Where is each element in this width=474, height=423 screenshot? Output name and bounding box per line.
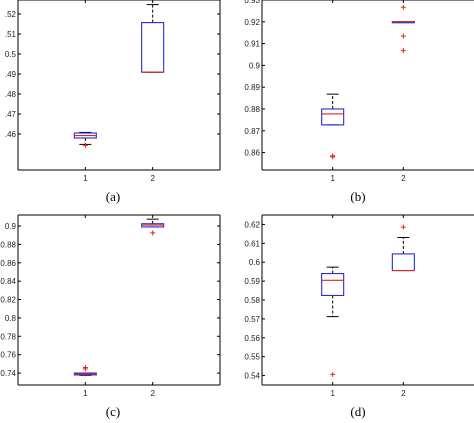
panel-a-ytick-label: .48 <box>5 90 17 99</box>
panel-a-xtick-label: 2 <box>150 174 155 183</box>
panel-c-ytick-label: 0.9 <box>5 222 17 231</box>
panel-a-box <box>141 22 165 73</box>
panel-b-ytick-label: 0.87 <box>244 127 260 136</box>
panel-d-ytick-label: 0.59 <box>244 277 260 286</box>
panel-a-axes: .46 .47 .48 .49 0.5 .51 .52 1 2 <box>5 0 221 183</box>
panel-d-box-group-2 <box>391 224 415 272</box>
panel-a-outlier-marker <box>82 142 88 148</box>
panel-d-outlier-marker <box>330 371 336 377</box>
panel-d-ytick-label: 0.58 <box>244 296 260 305</box>
panel-b-outlier-marker <box>330 153 336 159</box>
panel-b-ytick-label: 0.86 <box>244 149 260 158</box>
panel-c-box-group-2 <box>141 218 165 236</box>
panel-a-ytick-label: 0.5 <box>5 50 17 59</box>
panel-d: (d) 0.54 0.55 0.56 0.57 0.58 0.59 0.6 0.61 0.62 1… <box>244 214 474 419</box>
panel-a-box-group-2 <box>141 4 165 73</box>
panel-c-outlier-marker <box>150 230 156 236</box>
panel-c-xtick-label: 2 <box>150 389 155 398</box>
panel-c-caption: (c) <box>106 404 120 419</box>
panel-d-ytick-label: 0.55 <box>244 353 260 362</box>
panel-b-ytick-label: 0.93 <box>244 0 260 5</box>
panel-c-ytick-label: 0.8 <box>5 314 17 323</box>
panel-c-ytick-label: 0.86 <box>0 259 16 268</box>
panel-c-outlier-marker <box>82 366 88 372</box>
panel-d-outlier-marker <box>400 224 406 230</box>
panel-a-ytick-label: .52 <box>5 10 17 19</box>
panel-a-ytick-label: .47 <box>5 110 17 119</box>
panel-d-box <box>391 253 415 272</box>
panel-c-ytick-label: 0.84 <box>0 277 16 286</box>
panel-d-xtick-label: 1 <box>330 389 335 398</box>
panel-c-ytick-label: 0.78 <box>0 332 16 341</box>
panel-b-box <box>321 108 345 126</box>
panel-d-ytick-label: 0.56 <box>244 334 260 343</box>
panel-b-axes: 0.86 0.87 0.88 0.89 0.9 0.91 0.92 0.93 1 2 <box>244 0 474 183</box>
panel-c-ytick-label: 0.88 <box>0 240 16 249</box>
panel-a-ytick-label: .51 <box>5 30 17 39</box>
panel-b-ytick-label: 0.91 <box>244 40 260 49</box>
panel-b-box-group-1 <box>321 93 345 160</box>
panel-a-ytick-label: .49 <box>5 70 17 79</box>
panel-a-box-group-1 <box>73 131 97 148</box>
panel-d-ytick-label: 0.57 <box>244 315 260 324</box>
panel-b-ytick-label: 0.89 <box>244 83 260 92</box>
panel-b-xtick-label: 1 <box>330 174 335 183</box>
panel-d-caption: (d) <box>350 404 365 419</box>
panel-d-axes: 0.54 0.55 0.56 0.57 0.58 0.59 0.6 0.61 0.62 1 2 <box>244 214 474 398</box>
panel-d-xtick-label: 2 <box>401 389 406 398</box>
panel-a: (a) .46 .47 .48 .49 0.5 .51 .52 1 2 <box>5 0 221 204</box>
panel-d-box-group-1 <box>321 266 345 377</box>
panel-b: (b) 0.86 0.87 0.88 0.89 0.9 0.91 0.92 0.93 1 2 <box>244 0 474 204</box>
panel-c-ytick-label: 0.82 <box>0 296 16 305</box>
panel-b-ytick-label: 0.9 <box>249 61 261 70</box>
panel-b-caption: (b) <box>350 189 365 204</box>
panel-a-caption: (a) <box>106 189 120 204</box>
panel-b-outlier-marker <box>400 4 406 10</box>
panel-c-ytick-label: 0.76 <box>0 351 16 360</box>
panel-c: (c) 0.74 0.76 0.78 0.8 0.82 0.84 0.86 0.88 0.9 1 2 <box>0 214 221 419</box>
panel-b-outlier-marker <box>400 33 406 39</box>
panel-c-axes: 0.74 0.76 0.78 0.8 0.82 0.84 0.86 0.88 0.9 1 2 <box>0 214 221 398</box>
panel-b-ytick-label: 0.88 <box>244 105 260 114</box>
panel-d-ytick-label: 0.62 <box>244 220 260 229</box>
panel-d-ytick-label: 0.54 <box>244 372 260 381</box>
panel-d-ytick-label: 0.61 <box>244 239 260 248</box>
panel-a-ytick-label: .46 <box>5 130 17 139</box>
panel-a-xtick-label: 1 <box>83 174 88 183</box>
panel-c-xtick-label: 1 <box>83 389 88 398</box>
panel-d-ytick-label: 0.6 <box>249 258 261 267</box>
panel-d-box <box>321 273 345 297</box>
panel-b-box-group-2 <box>391 4 415 54</box>
panel-b-ytick-label: 0.92 <box>244 18 260 27</box>
panel-c-box-group-1 <box>73 365 97 376</box>
panel-b-xtick-label: 2 <box>401 174 406 183</box>
panel-c-ytick-label: 0.74 <box>0 369 16 378</box>
panel-b-outlier-marker <box>400 48 406 54</box>
